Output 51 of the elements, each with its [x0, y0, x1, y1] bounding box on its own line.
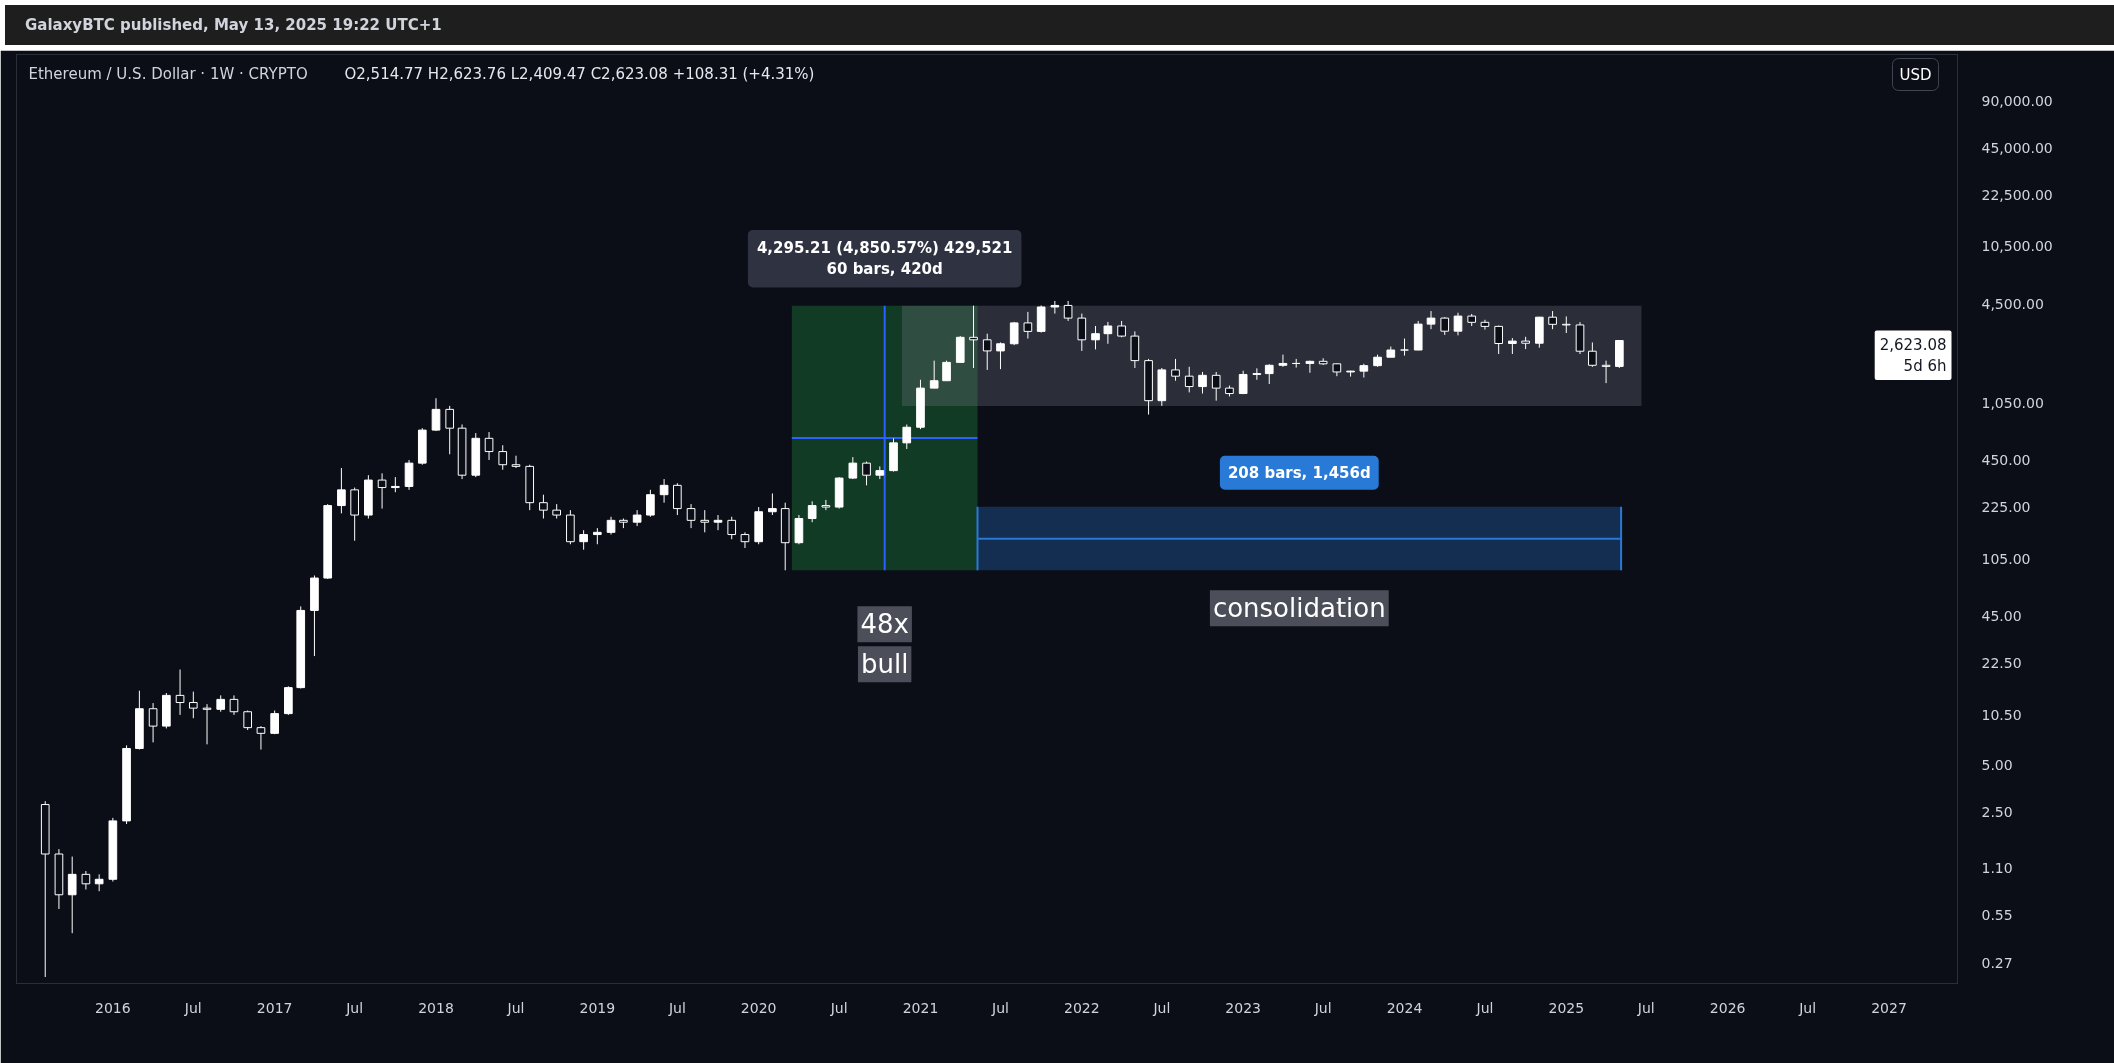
x-tick-label: 2019 — [579, 999, 616, 1016]
x-tick-label: 2021 — [902, 999, 939, 1016]
y-tick-label: 0.55 — [1981, 906, 2013, 923]
x-tick-label: 2024 — [1386, 999, 1423, 1016]
annotation: USD — [1899, 65, 1932, 84]
x-tick-label: 2022 — [1064, 999, 1100, 1016]
text: O2,514.77 H2,623.76 L2,409.47 C2,623.08 +108.31 (+4.31%) — [344, 64, 815, 83]
y-tick-label: 10,500.00 — [1981, 238, 2053, 255]
x-tick-label: Jul — [1475, 999, 1494, 1016]
x-tick-label: Jul — [1798, 999, 1817, 1016]
y-tick-label: 0.27 — [1981, 955, 2013, 972]
text: GalaxyBTC published, May 13, 2025 19:22 UTC+1 — [24, 15, 442, 36]
annotation: consolidation — [1212, 593, 1386, 624]
x-tick-label: 2018 — [418, 999, 454, 1016]
y-tick-label: 1,050.00 — [1981, 394, 2044, 411]
y-tick-label: 450.00 — [1981, 452, 2031, 469]
y-tick-label: 45.00 — [1981, 608, 2022, 625]
x-tick-label: Jul — [345, 999, 364, 1016]
x-tick-label: Jul — [1152, 999, 1171, 1016]
x-tick-label: Jul — [667, 999, 686, 1016]
x-tick-label: 2016 — [95, 999, 131, 1016]
y-tick-label: 105.00 — [1981, 550, 2031, 567]
x-tick-label: Jul — [991, 999, 1009, 1016]
annotation: bull — [860, 649, 909, 680]
y-tick-label: 5.00 — [1981, 757, 2013, 774]
y-tick-label: 22.50 — [1981, 655, 2022, 672]
y-tick-label: 45,000.00 — [1981, 139, 2053, 156]
x-tick-label: 2020 — [740, 999, 777, 1016]
annotation: 48x — [860, 609, 909, 640]
x-tick-label: 2027 — [1871, 999, 1907, 1016]
x-tick-label: Jul — [1313, 999, 1332, 1016]
annotation: 4,295.21 (4,850.57%) 429,521 60 bars, 420d — [756, 238, 1013, 279]
x-tick-label: 2023 — [1225, 999, 1261, 1016]
y-tick-label: 22,500.00 — [1981, 186, 2053, 203]
x-tick-label: 2017 — [256, 999, 293, 1016]
y-tick-label: 225.00 — [1981, 499, 2031, 516]
x-tick-label: 2025 — [1548, 999, 1585, 1016]
x-tick-label: Jul — [1636, 999, 1655, 1016]
y-tick-label: 1.10 — [1981, 859, 2013, 876]
annotation: 2,623.08 — [1879, 335, 1947, 354]
annotation: 208 bars, 1,456d — [1227, 463, 1371, 482]
x-tick-label: Jul — [506, 999, 525, 1016]
y-tick-label: 10.50 — [1981, 706, 2022, 723]
annotation: 5d 6h — [1903, 357, 1947, 376]
y-tick-label: 4,500.00 — [1981, 295, 2044, 312]
x-tick-label: 2026 — [1709, 999, 1746, 1016]
x-tick-label: Jul — [183, 999, 202, 1016]
y-tick-label: 90,000.00 — [1981, 92, 2053, 109]
y-tick-label: 2.50 — [1981, 804, 2013, 821]
text: Ethereum / U.S. Dollar · 1W · CRYPTO — [28, 64, 308, 83]
x-tick-label: Jul — [829, 999, 848, 1016]
